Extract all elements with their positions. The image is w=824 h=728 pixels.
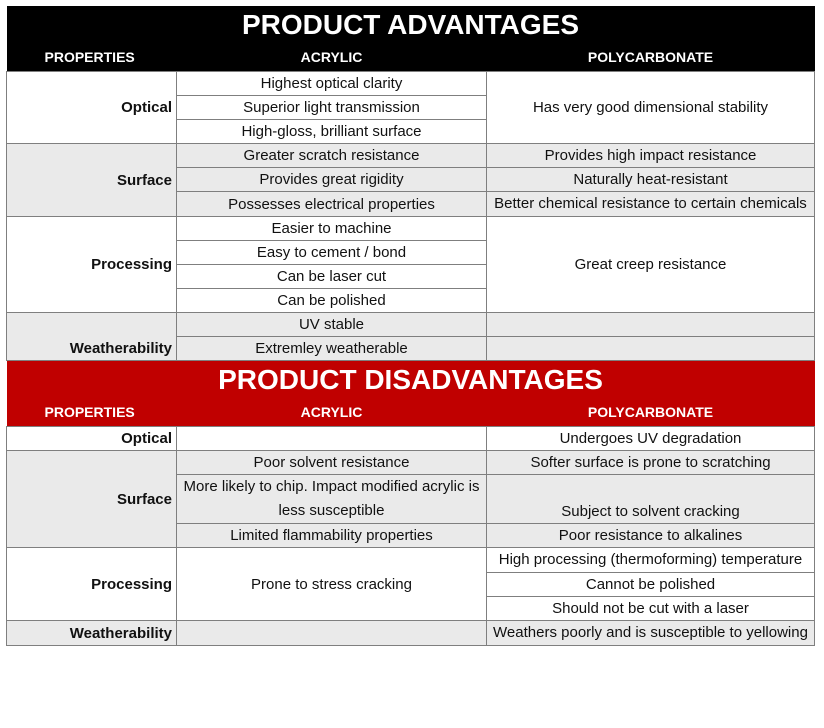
polycarbonate-cell: High processing (thermoforming) temperat… bbox=[486, 547, 815, 573]
polycarbonate-cell: Provides high impact resistance bbox=[486, 143, 815, 168]
header-properties: PROPERTIES bbox=[6, 44, 177, 72]
disadvantages-header-row: PROPERTIES ACRYLIC POLYCARBONATE bbox=[6, 399, 815, 427]
table-row: Can be polished bbox=[7, 288, 815, 313]
comparison-table: PRODUCT ADVANTAGES PROPERTIES ACRYLIC PO… bbox=[6, 6, 815, 646]
acrylic-cell: Greater scratch resistance bbox=[176, 143, 487, 168]
property-optical: Optical bbox=[6, 426, 177, 451]
polycarbonate-cell: Weathers poorly and is susceptible to ye… bbox=[486, 620, 815, 646]
acrylic-cell: High-gloss, brilliant surface bbox=[176, 119, 487, 144]
polycarbonate-cell: Should not be cut with a laser bbox=[486, 596, 815, 621]
polycarbonate-cell: Better chemical resistance to certain ch… bbox=[486, 191, 815, 217]
table-row: More likely to chip. Impact modified acr… bbox=[7, 474, 815, 524]
acrylic-cell: Possesses electrical properties bbox=[176, 191, 487, 217]
polycarbonate-cell: Poor resistance to alkalines bbox=[486, 523, 815, 548]
acrylic-cell: Poor solvent resistance bbox=[176, 450, 487, 475]
acrylic-cell bbox=[176, 426, 487, 451]
property-surface: Surface bbox=[6, 450, 177, 548]
polycarbonate-cell: Naturally heat-resistant bbox=[486, 167, 815, 192]
table-row: Can be laser cut bbox=[7, 264, 815, 289]
table-row: Cannot be polished bbox=[7, 572, 815, 597]
header-acrylic: ACRYLIC bbox=[176, 44, 487, 72]
advantages-title: PRODUCT ADVANTAGES bbox=[6, 6, 815, 44]
table-row: Processing Easier to machine Great creep… bbox=[6, 216, 815, 313]
disadvantages-title-row: PRODUCT DISADVANTAGES bbox=[6, 360, 815, 399]
property-weatherability: Weatherability bbox=[6, 620, 177, 646]
table-row: Optical Highest optical clarity Has very… bbox=[6, 71, 815, 144]
polycarbonate-cell: Subject to solvent cracking bbox=[486, 474, 815, 524]
acrylic-cell bbox=[176, 620, 487, 646]
acrylic-cell: More likely to chip. Impact modified acr… bbox=[176, 474, 487, 524]
acrylic-cell: Highest optical clarity bbox=[176, 71, 487, 96]
header-polycarbonate: POLYCARBONATE bbox=[486, 399, 815, 427]
polycarbonate-cell: Great creep resistance bbox=[486, 216, 815, 313]
table-row: Weatherability UV stable bbox=[6, 312, 815, 361]
acrylic-cell: Can be laser cut bbox=[176, 264, 487, 289]
acrylic-cell: Easier to machine bbox=[176, 216, 487, 241]
header-properties: PROPERTIES bbox=[6, 399, 177, 427]
table-row: Processing Prone to stress cracking High… bbox=[6, 547, 815, 621]
polycarbonate-cell bbox=[486, 312, 815, 337]
header-acrylic: ACRYLIC bbox=[176, 399, 487, 427]
acrylic-cell: Prone to stress cracking bbox=[176, 547, 487, 621]
table-row: Limited flammability properties Poor res… bbox=[7, 523, 815, 548]
property-optical: Optical bbox=[6, 71, 177, 144]
table-row: Weatherability Weathers poorly and is su… bbox=[6, 620, 815, 646]
property-processing: Processing bbox=[6, 547, 177, 621]
header-polycarbonate: POLYCARBONATE bbox=[486, 44, 815, 72]
table-row: Extremley weatherable bbox=[7, 336, 815, 361]
property-surface: Surface bbox=[6, 143, 177, 217]
table-row: Superior light transmission bbox=[7, 95, 815, 120]
table-row: Surface Greater scratch resistance Provi… bbox=[6, 143, 815, 217]
polycarbonate-cell: Cannot be polished bbox=[486, 572, 815, 597]
acrylic-cell: Superior light transmission bbox=[176, 95, 487, 120]
acrylic-cell: Can be polished bbox=[176, 288, 487, 313]
polycarbonate-cell: Has very good dimensional stability bbox=[486, 71, 815, 144]
acrylic-cell: UV stable bbox=[176, 312, 487, 337]
advantages-header-row: PROPERTIES ACRYLIC POLYCARBONATE bbox=[6, 44, 815, 72]
table-row: Surface Poor solvent resistance Softer s… bbox=[6, 450, 815, 548]
polycarbonate-cell bbox=[486, 336, 815, 361]
property-processing: Processing bbox=[6, 216, 177, 313]
acrylic-cell: Provides great rigidity bbox=[176, 167, 487, 192]
property-weatherability: Weatherability bbox=[6, 312, 177, 361]
table-row: Easy to cement / bond bbox=[7, 240, 815, 265]
polycarbonate-cell: Undergoes UV degradation bbox=[486, 426, 815, 451]
polycarbonate-cell: Softer surface is prone to scratching bbox=[486, 450, 815, 475]
acrylic-cell: Limited flammability properties bbox=[176, 523, 487, 548]
table-row: Possesses electrical properties Better c… bbox=[7, 191, 815, 217]
acrylic-cell: Easy to cement / bond bbox=[176, 240, 487, 265]
disadvantages-title: PRODUCT DISADVANTAGES bbox=[6, 360, 815, 399]
table-row: Optical Undergoes UV degradation bbox=[6, 426, 815, 451]
acrylic-cell: Extremley weatherable bbox=[176, 336, 487, 361]
advantages-title-row: PRODUCT ADVANTAGES bbox=[6, 6, 815, 44]
